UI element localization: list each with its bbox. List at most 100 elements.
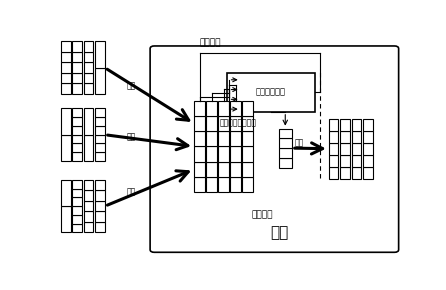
Bar — [95, 201, 105, 211]
Bar — [61, 52, 70, 62]
Bar — [340, 143, 350, 155]
Bar — [95, 180, 105, 191]
Bar — [84, 180, 93, 191]
Bar — [95, 211, 105, 222]
Bar — [72, 215, 82, 224]
Bar — [351, 130, 361, 143]
Bar — [340, 119, 350, 130]
Bar — [61, 41, 70, 52]
Bar — [351, 119, 361, 130]
Bar — [84, 108, 93, 135]
Bar — [72, 197, 82, 206]
Bar — [363, 130, 373, 143]
Bar — [84, 73, 93, 84]
Text: 边缘: 边缘 — [127, 132, 136, 141]
Bar — [72, 52, 82, 62]
Bar — [61, 84, 70, 94]
Bar — [61, 84, 70, 94]
Bar — [95, 211, 105, 222]
Bar — [72, 108, 82, 117]
Bar — [95, 222, 105, 232]
Text: 随机线性组合: 随机线性组合 — [256, 88, 286, 97]
Bar — [72, 206, 82, 215]
Bar — [72, 41, 82, 52]
Bar — [218, 146, 229, 162]
Bar — [84, 180, 93, 191]
Bar — [340, 167, 350, 179]
Bar — [61, 108, 70, 135]
Bar — [351, 155, 361, 167]
Text: 异步传输: 异步传输 — [251, 210, 273, 219]
Bar — [84, 222, 93, 232]
Bar — [72, 62, 82, 73]
Bar — [95, 191, 105, 201]
Bar — [218, 131, 229, 146]
Bar — [61, 52, 70, 62]
Bar — [329, 155, 339, 167]
Bar — [218, 101, 229, 116]
Bar — [84, 201, 93, 211]
Bar — [243, 177, 253, 192]
Bar — [329, 167, 339, 179]
Bar — [72, 73, 82, 84]
Bar — [329, 155, 339, 167]
Bar — [72, 117, 82, 126]
Bar — [279, 138, 292, 148]
Text: 边缘: 边缘 — [295, 139, 304, 148]
Bar — [72, 135, 82, 144]
Bar — [72, 126, 82, 135]
Bar — [340, 155, 350, 167]
Bar — [351, 143, 361, 155]
Bar — [95, 152, 105, 161]
Bar — [61, 73, 70, 84]
Bar — [72, 52, 82, 62]
Bar — [329, 143, 339, 155]
Bar — [279, 158, 292, 168]
Bar — [329, 167, 339, 179]
Bar — [340, 130, 350, 143]
Bar — [206, 162, 217, 177]
Bar — [230, 162, 241, 177]
Bar — [84, 191, 93, 201]
Bar — [206, 116, 217, 131]
Text: 异步接收: 异步接收 — [199, 39, 221, 48]
Bar — [279, 148, 292, 158]
Bar — [206, 131, 217, 146]
Bar — [72, 84, 82, 94]
Bar — [243, 146, 253, 162]
Bar — [95, 117, 105, 126]
Bar — [194, 131, 205, 146]
Bar — [243, 116, 253, 131]
Bar — [95, 135, 105, 144]
Bar — [340, 119, 350, 130]
Bar — [61, 135, 70, 161]
Bar — [84, 211, 93, 222]
Bar — [230, 131, 241, 146]
Text: 边缘: 边缘 — [127, 188, 136, 197]
Bar — [84, 191, 93, 201]
Bar — [329, 143, 339, 155]
Bar — [61, 41, 70, 52]
Bar — [329, 130, 339, 143]
Bar — [363, 119, 373, 130]
Bar — [72, 152, 82, 161]
Text: 传输时机：生成包: 传输时机：生成包 — [220, 119, 257, 128]
Bar — [279, 128, 292, 138]
Bar — [95, 41, 105, 68]
Bar — [95, 222, 105, 232]
Bar — [194, 177, 205, 192]
Bar — [72, 144, 82, 152]
Bar — [230, 146, 241, 162]
Bar — [329, 119, 339, 130]
Bar — [194, 101, 205, 116]
Bar — [72, 180, 82, 189]
Bar — [95, 144, 105, 152]
Bar — [194, 162, 205, 177]
Bar — [84, 41, 93, 52]
Bar — [206, 101, 217, 116]
Bar — [230, 101, 241, 116]
Bar — [84, 201, 93, 211]
Bar — [243, 131, 253, 146]
Bar — [61, 62, 70, 73]
Bar — [243, 101, 253, 116]
